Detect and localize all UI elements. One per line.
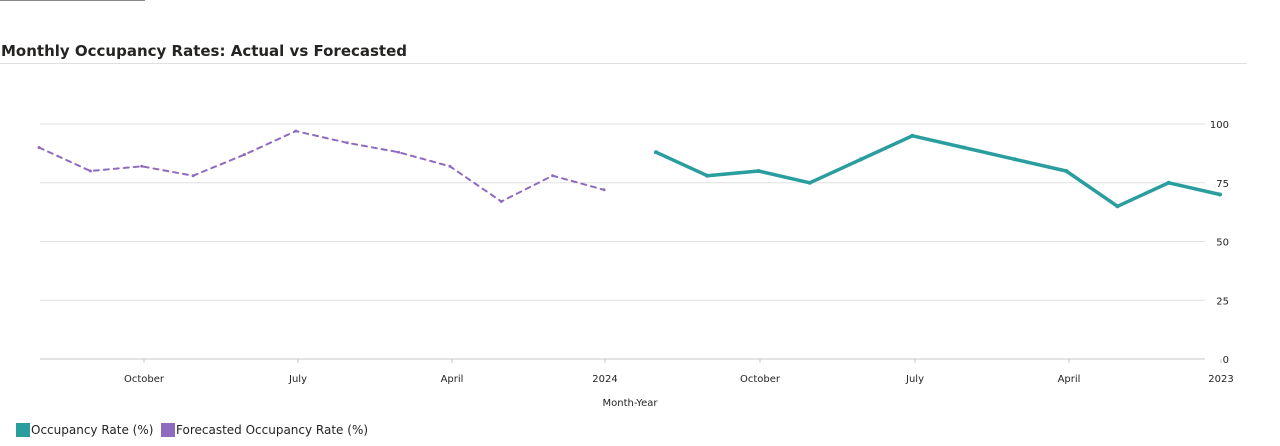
data-point-occupancy [807, 180, 812, 185]
legend-label-occupancy: Occupancy Rate (%) [31, 423, 154, 437]
data-point-forecast [140, 164, 144, 168]
data-point-forecast [242, 153, 246, 157]
data-point-forecast [345, 141, 349, 145]
x-tick-label: October [740, 374, 781, 385]
data-point-forecast [551, 174, 555, 178]
line-chart: 0 25 50 75 100 October July April 2024 October Jul… [37, 120, 1234, 409]
data-point-forecast [88, 169, 92, 173]
data-point-forecast [37, 146, 41, 149]
y-tick-label: 75 [1216, 179, 1229, 190]
legend-label-forecast: Forecasted Occupancy Rate (%) [176, 423, 369, 437]
y-tick-label: 0 [1223, 355, 1229, 366]
data-point-forecast [499, 200, 503, 204]
data-point-forecast [191, 174, 195, 178]
x-tick-label: April [441, 374, 464, 385]
data-point-forecast [397, 150, 401, 154]
x-tick-label: April [1058, 374, 1081, 385]
data-point-occupancy [756, 169, 761, 173]
x-tick-label: 2023 [1208, 374, 1233, 385]
top-rule [0, 0, 145, 1]
data-point-occupancy [1166, 180, 1171, 185]
y-tick-label: 50 [1216, 238, 1229, 249]
x-tick-label: 2024 [592, 374, 617, 385]
y-tick-label: 25 [1216, 296, 1229, 307]
chart-title: Monthly Occupancy Rates: Actual vs Forec… [1, 42, 408, 60]
legend-item-occupancy[interactable]: Occupancy Rate (%) [16, 423, 153, 437]
data-point-occupancy [1012, 157, 1017, 162]
data-point-occupancy [961, 145, 966, 150]
data-point-occupancy [1115, 204, 1120, 209]
data-point-occupancy [705, 173, 710, 178]
legend-swatch-occupancy [16, 423, 30, 437]
data-point-occupancy [654, 150, 658, 155]
data-point-forecast [602, 188, 606, 192]
title-divider [0, 63, 1247, 64]
data-point-occupancy [859, 157, 864, 162]
data-point-forecast [448, 164, 452, 168]
x-tick-label: July [288, 374, 307, 385]
series-line-occupancy [654, 134, 1222, 209]
data-point-forecast [294, 129, 298, 133]
x-axis-title: Month-Year [603, 398, 659, 409]
legend-item-forecast[interactable]: Forecasted Occupancy Rate (%) [161, 423, 368, 437]
x-tick-label: October [124, 374, 165, 385]
legend-swatch-forecast [161, 423, 175, 437]
y-tick-label: 100 [1210, 120, 1229, 131]
data-point-occupancy [1064, 169, 1069, 173]
data-point-occupancy [910, 133, 915, 138]
x-tick-label: July [905, 374, 924, 385]
series-line-forecast [38, 130, 605, 203]
data-point-occupancy [1218, 192, 1222, 197]
